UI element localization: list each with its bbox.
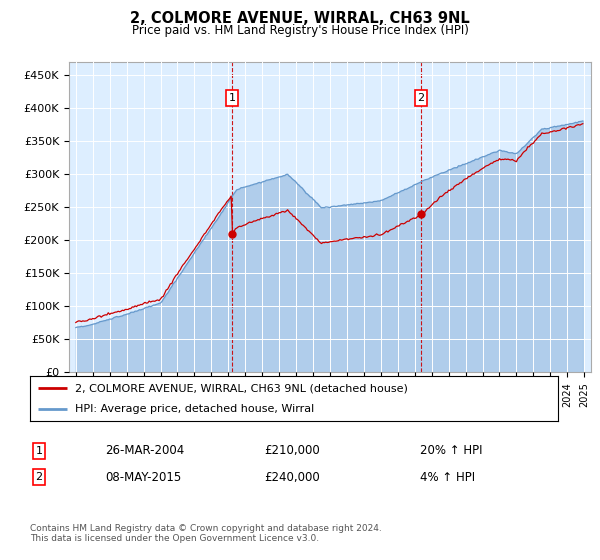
Text: 1: 1	[229, 93, 236, 103]
Text: Price paid vs. HM Land Registry's House Price Index (HPI): Price paid vs. HM Land Registry's House …	[131, 24, 469, 36]
Text: 20% ↑ HPI: 20% ↑ HPI	[420, 444, 482, 458]
Text: 1: 1	[35, 446, 43, 456]
Text: 2, COLMORE AVENUE, WIRRAL, CH63 9NL: 2, COLMORE AVENUE, WIRRAL, CH63 9NL	[130, 11, 470, 26]
Text: 2, COLMORE AVENUE, WIRRAL, CH63 9NL (detached house): 2, COLMORE AVENUE, WIRRAL, CH63 9NL (det…	[75, 384, 408, 394]
Text: 2: 2	[417, 93, 424, 103]
Text: 2: 2	[35, 472, 43, 482]
Text: £240,000: £240,000	[264, 470, 320, 484]
Text: £210,000: £210,000	[264, 444, 320, 458]
Text: 4% ↑ HPI: 4% ↑ HPI	[420, 470, 475, 484]
Text: HPI: Average price, detached house, Wirral: HPI: Average price, detached house, Wirr…	[75, 404, 314, 414]
Text: 08-MAY-2015: 08-MAY-2015	[105, 470, 181, 484]
Text: Contains HM Land Registry data © Crown copyright and database right 2024.
This d: Contains HM Land Registry data © Crown c…	[30, 524, 382, 543]
Text: 26-MAR-2004: 26-MAR-2004	[105, 444, 184, 458]
